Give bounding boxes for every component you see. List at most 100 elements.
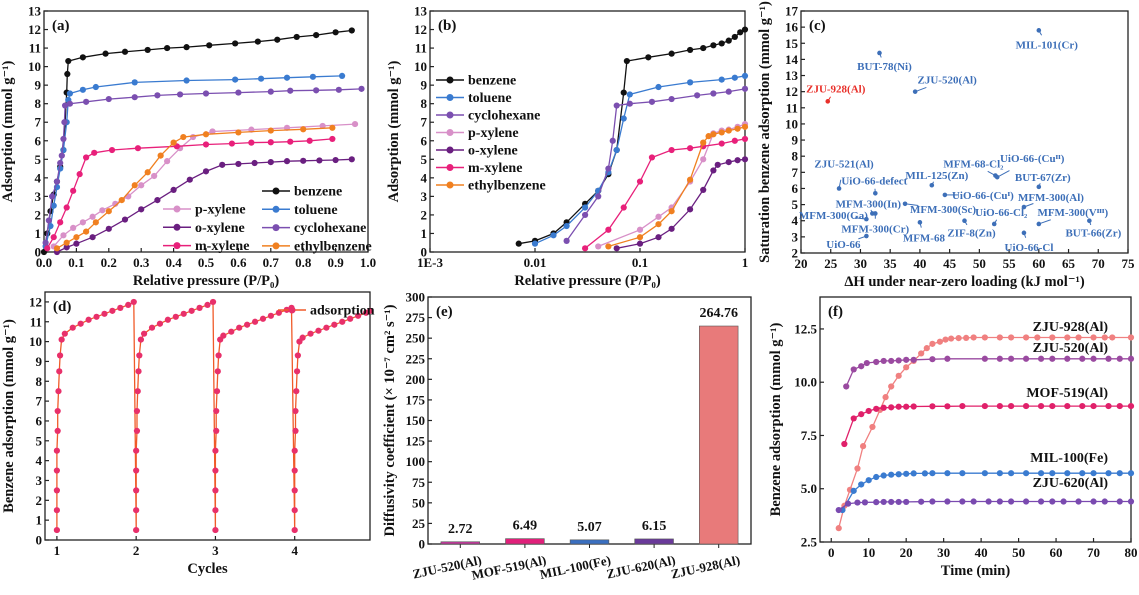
data-point <box>732 34 738 40</box>
data-point <box>873 406 879 412</box>
data-point <box>57 160 63 166</box>
data-point <box>1105 356 1111 362</box>
x-tick-label: 4 <box>291 543 298 558</box>
x-axis-title: Relative pressure (P/P₀) <box>514 273 661 289</box>
y-tick-label: 12.5 <box>794 321 817 336</box>
y-tick-label: 3 <box>35 189 42 204</box>
point-label: UiO-66 <box>826 239 861 251</box>
data-point <box>719 129 725 135</box>
data-point <box>1037 28 1042 33</box>
data-point <box>858 411 864 417</box>
data-point <box>864 360 870 366</box>
data-point <box>268 89 274 95</box>
data-point <box>310 74 316 80</box>
y-tick-label: 7 <box>35 115 42 130</box>
data-point <box>164 45 170 51</box>
data-point <box>621 89 627 95</box>
data-point <box>284 158 290 164</box>
y-tick-label: 7 <box>36 394 43 409</box>
data-point <box>59 337 65 343</box>
data-point <box>248 140 254 146</box>
data-point <box>64 204 70 210</box>
data-point <box>614 245 620 251</box>
data-point <box>70 325 76 331</box>
data-point <box>888 383 894 389</box>
x-tick-label: 0.7 <box>263 255 280 270</box>
data-point <box>742 124 748 130</box>
y-tick-label: 7 <box>421 115 428 130</box>
point-label: UiO-66-Cl <box>1005 242 1054 254</box>
data-point <box>1008 498 1014 504</box>
data-point <box>896 499 902 505</box>
x-tick-label: 65 <box>1062 256 1076 271</box>
data-point <box>294 368 300 374</box>
data-point <box>943 193 948 198</box>
data-point <box>1064 403 1070 409</box>
legend-label: m-xylene <box>468 161 522 176</box>
data-point <box>624 58 630 64</box>
data-point <box>860 443 866 449</box>
data-point <box>316 157 322 163</box>
y-tick-label: 25 <box>412 516 426 531</box>
data-point <box>154 197 160 203</box>
data-point <box>742 136 748 142</box>
data-point <box>929 403 935 409</box>
data-point <box>287 88 293 94</box>
data-point <box>117 305 123 311</box>
data-point <box>825 99 830 104</box>
bar-value-label: 264.76 <box>699 306 738 321</box>
legend-label: o-xylene <box>195 221 245 236</box>
y-tick-label: 200 <box>406 372 426 387</box>
legend-marker <box>273 242 280 249</box>
data-point <box>236 325 242 331</box>
data-point <box>710 90 716 96</box>
data-point <box>532 241 538 247</box>
data-point <box>854 465 860 471</box>
data-point <box>323 325 329 331</box>
data-point <box>956 335 962 341</box>
data-point <box>873 211 878 216</box>
data-point <box>715 162 721 168</box>
data-point <box>1128 403 1134 409</box>
x-tick-label: 0.1 <box>632 255 648 270</box>
data-point <box>67 90 73 96</box>
data-point <box>710 42 716 48</box>
data-point <box>851 366 857 372</box>
bar <box>506 539 545 544</box>
data-point <box>183 44 189 50</box>
x-axis-title: Cycles <box>187 561 228 577</box>
data-point <box>888 472 894 478</box>
y-tick-label: 17 <box>785 4 799 19</box>
data-point <box>710 131 716 137</box>
data-point <box>244 322 250 328</box>
series-m-xylene <box>582 136 748 252</box>
x-tick-label: 60 <box>1032 256 1045 271</box>
x-tick-label: 20 <box>900 545 913 560</box>
data-point <box>180 134 186 140</box>
data-point <box>627 101 633 107</box>
data-point <box>78 321 84 327</box>
legend-marker <box>447 129 454 136</box>
data-point <box>252 160 258 166</box>
data-point <box>858 363 864 369</box>
data-point <box>1022 231 1027 236</box>
data-point <box>1008 470 1014 476</box>
x-axis-title: Time (min) <box>941 563 1011 579</box>
legend-marker <box>273 206 280 213</box>
data-point <box>963 335 969 341</box>
data-point <box>336 87 342 93</box>
data-point <box>881 405 887 411</box>
data-point <box>55 408 61 414</box>
data-point <box>57 219 63 225</box>
data-point <box>550 232 556 238</box>
data-point <box>133 527 139 533</box>
panel-label: (b) <box>438 18 456 34</box>
data-point <box>742 73 748 79</box>
data-point <box>649 99 655 105</box>
series-zju-620-al- <box>836 498 1134 513</box>
data-point <box>836 525 842 531</box>
data-point <box>700 156 706 162</box>
data-point <box>911 470 917 476</box>
